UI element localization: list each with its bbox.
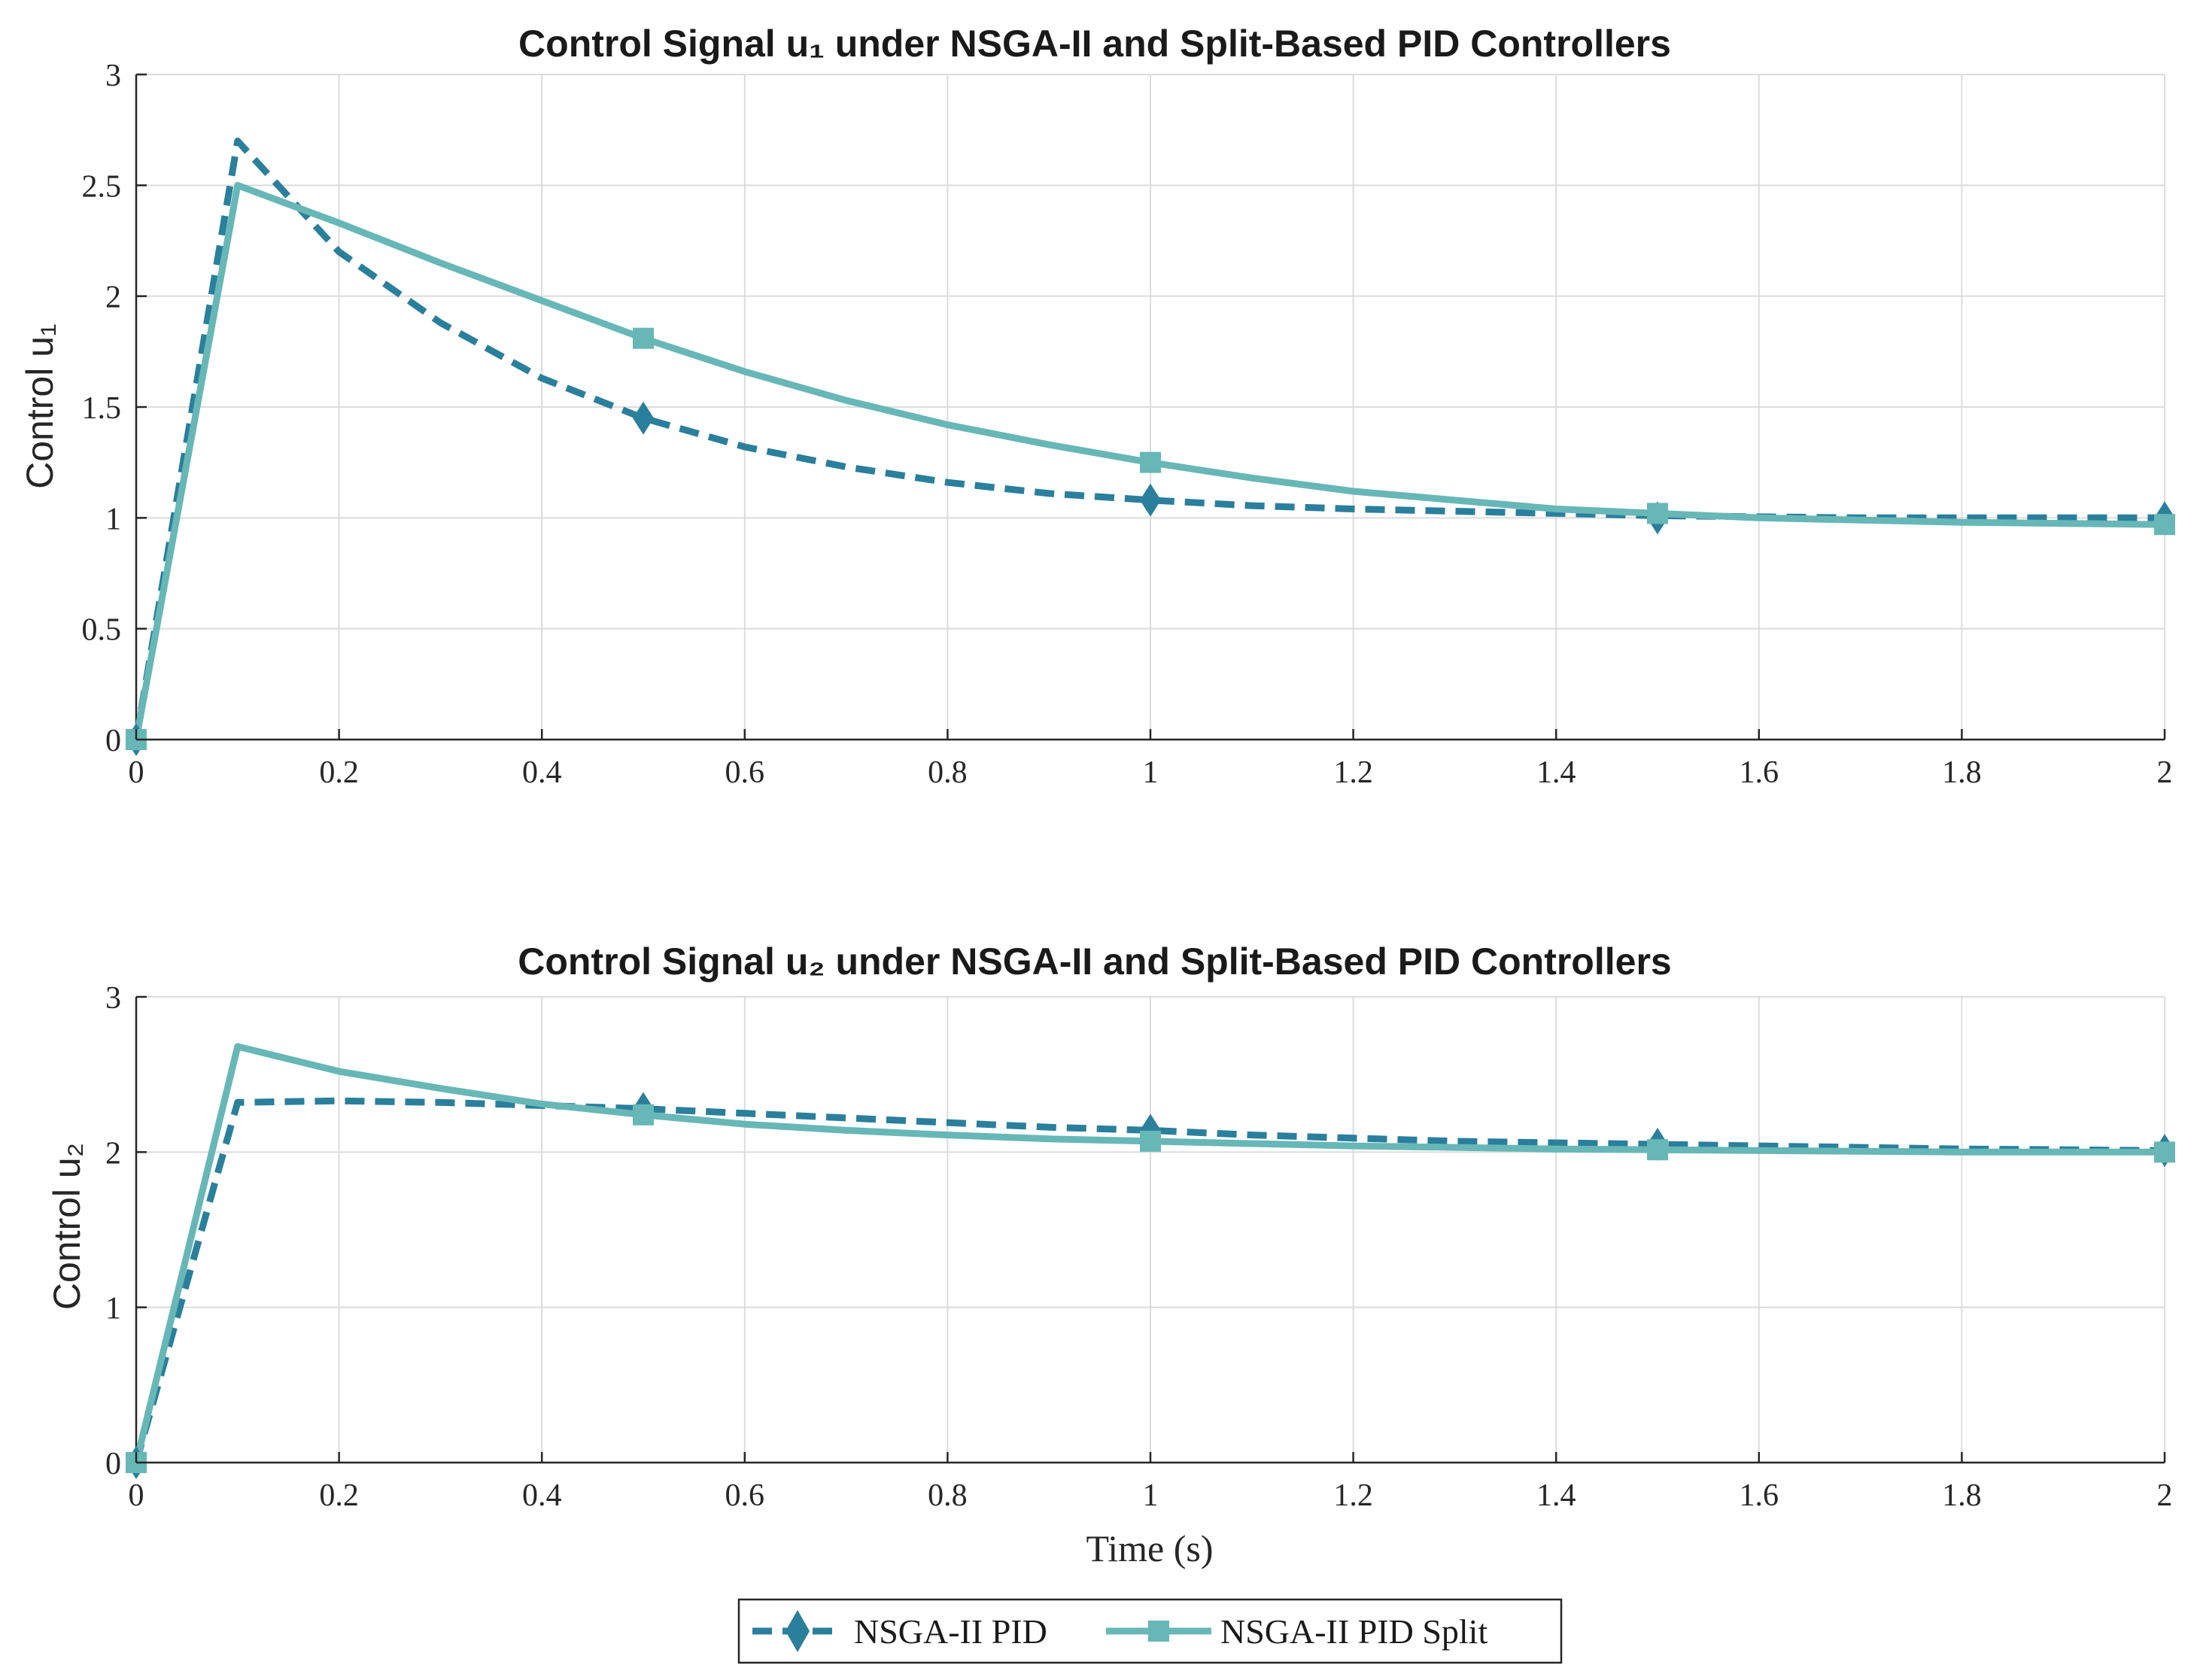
x-tick-label: 0.8 — [928, 1478, 968, 1513]
x-tick-label: 0.4 — [522, 755, 562, 790]
data-point-square — [1647, 503, 1668, 524]
data-point-square — [1140, 451, 1161, 473]
x-tick-label: 0.8 — [928, 755, 968, 790]
x-tick-label: 0 — [129, 755, 144, 790]
x-tick-label: 0 — [129, 1478, 144, 1513]
chart-panel-u2: 0 0.2 0.4 0.6 0.8 1 1.2 1.4 1.6 1.8 2 0 1 2 3 Control … — [46, 940, 2175, 1569]
legend-label-split: NSGA-II PID Split — [1220, 1612, 1487, 1651]
x-tick-label: 0.2 — [319, 755, 359, 790]
chart-title: Control Signal u₂ under NSGA-II and Spli… — [518, 940, 1671, 983]
x-tick-label: 1.8 — [1942, 1478, 1982, 1513]
x-tick-label: 0.6 — [725, 755, 765, 790]
y-tick-label: 3 — [105, 59, 121, 93]
data-point-square — [1647, 1139, 1668, 1161]
x-tick-label: 2 — [2157, 1478, 2173, 1513]
x-axis-label: Time (s) — [1086, 1527, 1213, 1569]
x-tick-label: 1.2 — [1333, 755, 1373, 790]
y-tick-label: 0 — [105, 724, 121, 758]
data-point-diamond — [633, 401, 654, 435]
legend-marker-diamond — [786, 1610, 810, 1652]
data-point-square — [2154, 514, 2175, 536]
data-point-square — [633, 1104, 654, 1126]
data-point-square — [633, 327, 654, 349]
y-tick-label: 1 — [105, 1292, 121, 1326]
data-point-diamond — [1140, 483, 1161, 517]
y-tick-label: 1 — [105, 502, 121, 536]
data-point-square — [1140, 1130, 1161, 1152]
x-tick-label: 1.4 — [1536, 755, 1576, 790]
y-tick-label: 2 — [105, 1136, 121, 1171]
y-tick-label: 2.5 — [82, 169, 122, 204]
x-tick-label: 1 — [1143, 755, 1159, 790]
x-tick-label: 1 — [1143, 1478, 1159, 1513]
y-tick-label: 0.5 — [82, 613, 122, 648]
y-axis-label: Control u₂ — [46, 1143, 88, 1310]
chart-title: Control Signal u₁ under NSGA-II and Spli… — [518, 23, 1671, 65]
x-tick-label: 1.8 — [1942, 755, 1982, 790]
y-tick-label: 1.5 — [82, 391, 122, 426]
x-tick-label: 0.6 — [725, 1478, 765, 1513]
y-tick-label: 0 — [105, 1447, 121, 1481]
series-line-pid — [132, 1097, 2165, 1464]
y-tick-label: 2 — [105, 281, 121, 315]
legend-label-pid: NSGA-II PID — [854, 1612, 1047, 1651]
y-axis-label: Control u₁ — [19, 324, 61, 489]
data-point-square — [2154, 1141, 2175, 1163]
legend-marker-square — [1148, 1621, 1169, 1642]
x-tick-label: 0.4 — [522, 1478, 562, 1513]
x-tick-label: 0.2 — [319, 1478, 359, 1513]
chart-panel-u1: 0 0.2 0.4 0.6 0.8 1 1.2 1.4 1.6 1.8 2 0 0.5 1 1.5 2 2.5 3… — [19, 23, 2175, 790]
x-tick-label: 2 — [2157, 755, 2173, 790]
legend: NSGA-II PID NSGA-II PID Split — [737, 1598, 1563, 1664]
x-tick-label: 1.4 — [1536, 1478, 1576, 1513]
x-tick-label: 1.2 — [1333, 1478, 1373, 1513]
y-tick-label: 3 — [105, 981, 121, 1016]
x-tick-label: 1.6 — [1740, 1478, 1779, 1513]
x-tick-label: 1.6 — [1740, 755, 1779, 790]
